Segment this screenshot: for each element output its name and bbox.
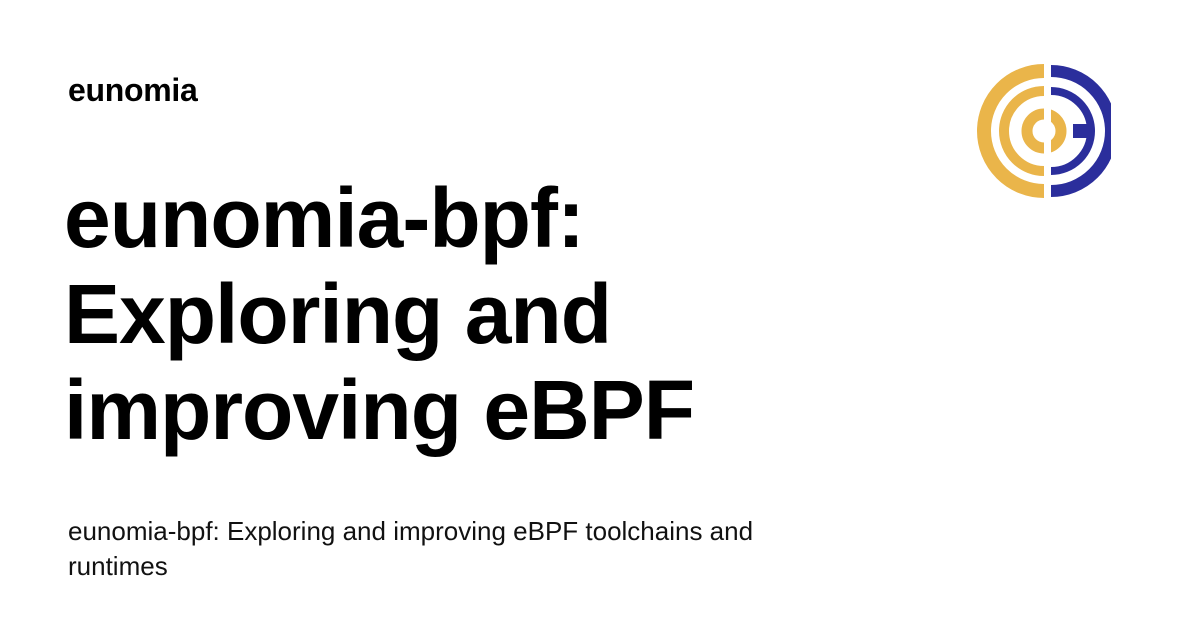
logo-right-notch	[1073, 124, 1091, 138]
logo-gap	[1044, 64, 1051, 198]
site-name: eunomia	[68, 72, 198, 108]
article-description: eunomia-bpf: Exploring and improving eBP…	[68, 516, 754, 581]
eunomia-logo-icon	[977, 64, 1111, 198]
article-title: eunomia-bpf: Exploring and improving eBP…	[64, 171, 695, 457]
